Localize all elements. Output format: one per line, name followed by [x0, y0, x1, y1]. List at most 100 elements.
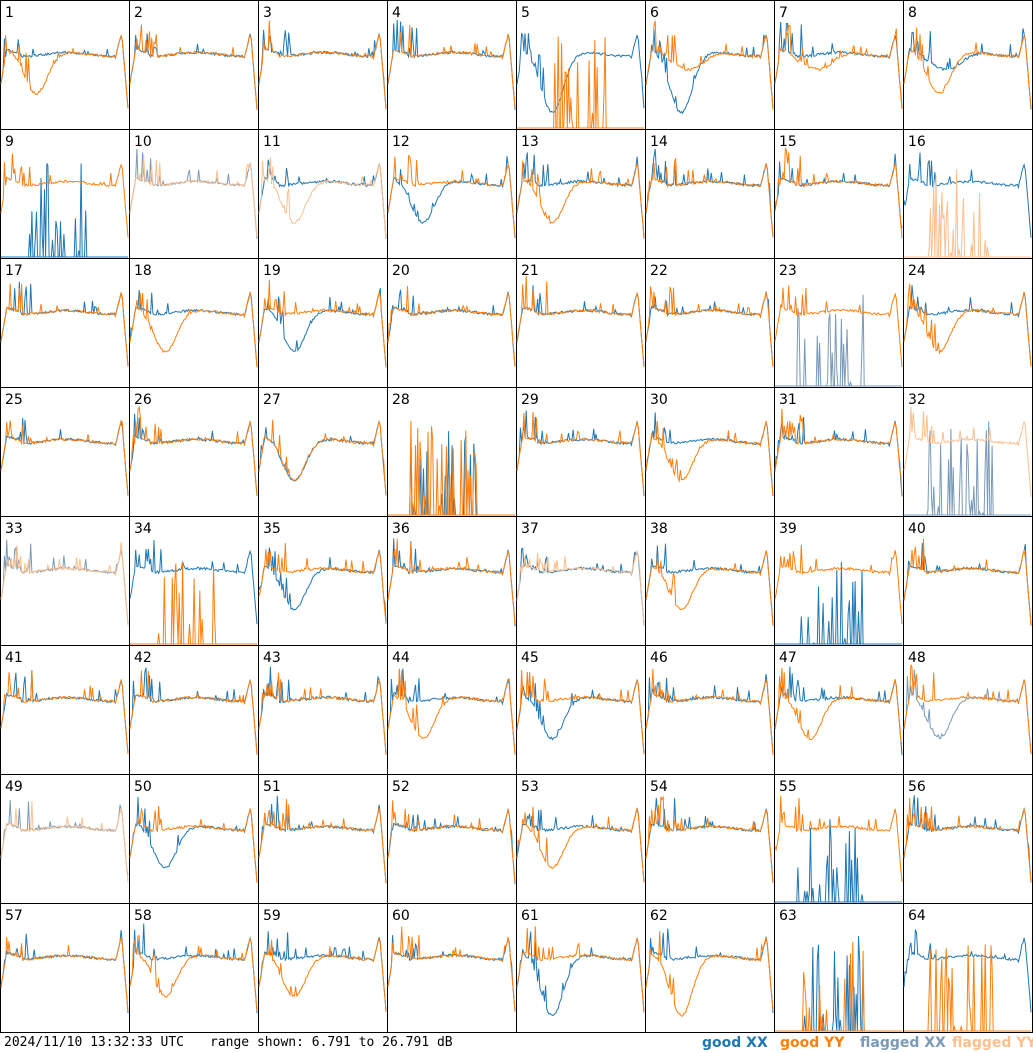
- panel-37-yy-line: [516, 550, 645, 626]
- panel-frame: [258, 129, 388, 259]
- panel-35: 35: [258, 516, 388, 646]
- panel-22-yy-line: [645, 286, 774, 367]
- panel-label: 58: [134, 908, 152, 924]
- panel-frame: [516, 516, 646, 646]
- panel-label: 14: [650, 134, 668, 150]
- panel-44: 44: [387, 645, 517, 775]
- panel-frame: [387, 774, 517, 904]
- panel-label: 45: [521, 650, 539, 666]
- panel-25-yy-line: [0, 420, 129, 497]
- panel-17-yy-line: [0, 283, 129, 367]
- panel-label: 9: [5, 134, 14, 150]
- panel-frame: [903, 774, 1033, 904]
- panel-60-yy-line: [387, 926, 516, 1012]
- panel-label: 26: [134, 392, 152, 408]
- panel-47: 47: [774, 645, 904, 775]
- panel-label: 18: [134, 263, 152, 279]
- panel-55: 55: [774, 774, 904, 904]
- panel-30: 30: [645, 387, 775, 517]
- panel-frame: [774, 0, 904, 130]
- panel-52: 52: [387, 774, 517, 904]
- panel-frame: [903, 516, 1033, 646]
- panel-59-xx-line: [258, 931, 387, 1012]
- panel-36-yy-line: [387, 538, 516, 625]
- panel-50-yy-line: [129, 805, 258, 884]
- panel-11: 11: [258, 129, 388, 259]
- panel-13-yy-line: [516, 160, 645, 238]
- panel-frame: [516, 903, 646, 1033]
- panel-label: 40: [908, 521, 926, 537]
- panel-1-xx-line: [0, 34, 129, 109]
- panel-label: 11: [263, 134, 281, 150]
- panel-54-yy-line: [645, 795, 774, 883]
- panel-22: 22: [645, 258, 775, 388]
- panel-40: 40: [903, 516, 1033, 646]
- panel-label: 27: [263, 392, 281, 408]
- panel-frame: [774, 129, 904, 259]
- panel-23-yy-line: [774, 285, 903, 368]
- panel-7-xx-line: [774, 21, 903, 109]
- panel-16: 16: [903, 129, 1033, 259]
- panel-48-xx-line: [903, 669, 1032, 755]
- panel-35-yy-line: [258, 542, 387, 625]
- panel-3: 3: [258, 0, 388, 130]
- panel-56-yy-line: [903, 797, 1032, 883]
- panel-label: 29: [521, 392, 539, 408]
- panel-frame: [645, 258, 775, 388]
- panel-label: 56: [908, 779, 926, 795]
- panel-14: 14: [645, 129, 775, 259]
- panel-label: 53: [521, 779, 539, 795]
- panel-frame: [258, 387, 388, 517]
- panel-label: 16: [908, 134, 926, 150]
- panel-13-xx-line: [516, 152, 645, 239]
- panel-1-yy-line: [0, 34, 129, 109]
- panel-32-yy-line: [903, 406, 1032, 497]
- panel-6-yy-line: [645, 20, 774, 110]
- panel-label: 44: [392, 650, 410, 666]
- panel-15-yy-line: [774, 146, 903, 239]
- panel-6: 6: [645, 0, 775, 130]
- panel-frame: [645, 516, 775, 646]
- panel-7-yy-line: [774, 24, 903, 110]
- panel-36: 36: [387, 516, 517, 646]
- panel-25: 25: [0, 387, 130, 517]
- panel-29-yy-line: [516, 412, 645, 496]
- panel-frame: [774, 516, 904, 646]
- panel-label: 7: [779, 5, 788, 21]
- panel-38-yy-line: [645, 550, 774, 627]
- panel-frame: [258, 258, 388, 388]
- panel-label: 35: [263, 521, 281, 537]
- panel-label: 50: [134, 779, 152, 795]
- panel-57: 57: [0, 903, 130, 1033]
- panel-label: 8: [908, 5, 917, 21]
- panel-label: 46: [650, 650, 668, 666]
- panel-label: 13: [521, 134, 539, 150]
- panel-label: 41: [5, 650, 23, 666]
- panel-label: 63: [779, 908, 797, 924]
- panel-33: 33: [0, 516, 130, 646]
- panel-19: 19: [258, 258, 388, 388]
- panel-46-yy-line: [645, 668, 774, 755]
- panel-51: 51: [258, 774, 388, 904]
- panel-label: 25: [5, 392, 23, 408]
- panel-frame: [387, 258, 517, 388]
- panel-label: 52: [392, 779, 410, 795]
- panel-37: 37: [516, 516, 646, 646]
- panel-58: 58: [129, 903, 259, 1033]
- panel-5-xx-line: [516, 32, 645, 113]
- panel-12-yy-line: [387, 155, 516, 238]
- panel-8: 8: [903, 0, 1033, 130]
- panel-41-yy-line: [0, 670, 129, 755]
- panel-frame: [387, 0, 517, 130]
- panel-12: 12: [387, 129, 517, 259]
- panel-27: 27: [258, 387, 388, 517]
- panel-label: 6: [650, 5, 659, 21]
- panel-21: 21: [516, 258, 646, 388]
- panel-54: 54: [645, 774, 775, 904]
- panel-13: 13: [516, 129, 646, 259]
- panel-20-yy-line: [387, 286, 516, 366]
- panel-17: 17: [0, 258, 130, 388]
- panel-61: 61: [516, 903, 646, 1033]
- panel-frame: [0, 129, 130, 259]
- legend-good-xx: good XX: [702, 1035, 768, 1051]
